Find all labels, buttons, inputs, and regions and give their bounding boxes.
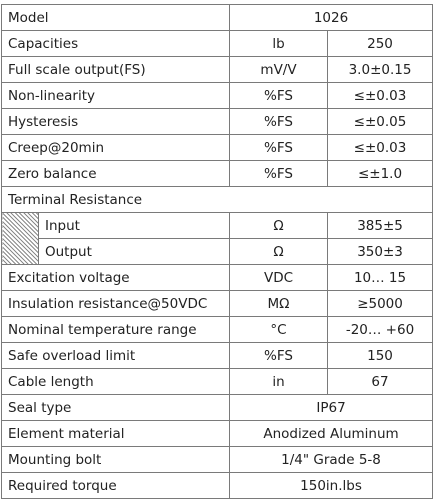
param-label-creep: Creep@20min <box>0 134 231 161</box>
table-row-terminal-resistance: Terminal Resistance <box>0 186 434 213</box>
table-row-safe-overload-limit: Safe overload limit %FS 150 <box>0 342 434 369</box>
param-label-hysteresis: Hysteresis <box>0 108 231 135</box>
table-row-model: Model 1026 <box>0 4 434 31</box>
param-label-model: Model <box>0 4 231 31</box>
value-safe-overload-limit: 150 <box>327 342 434 369</box>
value-cable-length: 67 <box>327 368 434 395</box>
unit-input: Ω <box>229 212 329 239</box>
unit-cable-length: in <box>229 368 329 395</box>
unit-safe-overload-limit: %FS <box>229 342 329 369</box>
unit-creep: %FS <box>229 134 329 161</box>
table-row-hysteresis: Hysteresis %FS ≤±0.05 <box>0 108 434 135</box>
param-label-cable-length: Cable length <box>0 368 231 395</box>
table-row-input: Input Ω 385±5 <box>1 212 434 265</box>
param-label-input: Input <box>37 212 231 239</box>
table-row-cable-length: Cable length in 67 <box>0 368 434 395</box>
value-model: 1026 <box>229 4 434 31</box>
value-element-material: Anodized Aluminum <box>229 420 434 447</box>
table-row-excitation-voltage: Excitation voltage VDC 10… 15 <box>0 264 434 291</box>
indent-hatch <box>1 212 39 265</box>
param-label-mounting-bolt: Mounting bolt <box>0 446 231 473</box>
unit-excitation-voltage: VDC <box>229 264 329 291</box>
table-row-insulation-resistance: Insulation resistance@50VDC MΩ ≥5000 <box>0 290 434 317</box>
value-required-torque: 150in.lbs <box>229 472 434 499</box>
param-label-seal-type: Seal type <box>0 394 231 421</box>
param-label-terminal-resistance: Terminal Resistance <box>0 186 434 213</box>
value-mounting-bolt: 1/4" Grade 5-8 <box>229 446 434 473</box>
unit-output: Ω <box>229 238 329 265</box>
param-label-element-material: Element material <box>0 420 231 447</box>
unit-hysteresis: %FS <box>229 108 329 135</box>
param-label-zero-balance: Zero balance <box>0 160 231 187</box>
table-row-full-scale-output: Full scale output(FS) mV/V 3.0±0.15 <box>0 56 434 83</box>
param-label-output: Output <box>37 238 231 265</box>
unit-capacities: lb <box>229 30 329 57</box>
value-seal-type: IP67 <box>229 394 434 421</box>
value-excitation-voltage: 10… 15 <box>327 264 434 291</box>
table-row-seal-type: Seal type IP67 <box>0 394 434 421</box>
param-label-non-linearity: Non-linearity <box>0 82 231 109</box>
param-label-excitation-voltage: Excitation voltage <box>0 264 231 291</box>
table-row-element-material: Element material Anodized Aluminum <box>0 420 434 447</box>
table-row-zero-balance: Zero balance %FS ≤±1.0 <box>0 160 434 187</box>
param-label-insulation-resistance: Insulation resistance@50VDC <box>0 290 231 317</box>
value-capacities: 250 <box>327 30 434 57</box>
value-creep: ≤±0.03 <box>327 134 434 161</box>
param-label-full-scale-output: Full scale output(FS) <box>0 56 231 83</box>
value-input: 385±5 <box>327 212 434 239</box>
unit-non-linearity: %FS <box>229 82 329 109</box>
unit-full-scale-output: mV/V <box>229 56 329 83</box>
table-row-capacities: Capacities lb 250 <box>0 30 434 57</box>
unit-insulation-resistance: MΩ <box>229 290 329 317</box>
specification-table: Model 1026 Capacities lb 250 Full scale … <box>0 4 434 499</box>
unit-nominal-temperature-range: °C <box>229 316 329 343</box>
value-output: 350±3 <box>327 238 434 265</box>
param-label-required-torque: Required torque <box>0 472 231 499</box>
table-row-required-torque: Required torque 150in.lbs <box>0 472 434 499</box>
param-label-safe-overload-limit: Safe overload limit <box>0 342 231 369</box>
value-insulation-resistance: ≥5000 <box>327 290 434 317</box>
value-zero-balance: ≤±1.0 <box>327 160 434 187</box>
value-nominal-temperature-range: -20… +60 <box>327 316 434 343</box>
param-label-capacities: Capacities <box>0 30 231 57</box>
unit-zero-balance: %FS <box>229 160 329 187</box>
table-row-mounting-bolt: Mounting bolt 1/4" Grade 5-8 <box>0 446 434 473</box>
value-hysteresis: ≤±0.05 <box>327 108 434 135</box>
table-row-creep: Creep@20min %FS ≤±0.03 <box>0 134 434 161</box>
param-label-nominal-temperature-range: Nominal temperature range <box>0 316 231 343</box>
table-row-output: Output Ω 350±3 <box>2 238 434 265</box>
value-non-linearity: ≤±0.03 <box>327 82 434 109</box>
table-row-non-linearity: Non-linearity %FS ≤±0.03 <box>0 82 434 109</box>
table-row-nominal-temperature-range: Nominal temperature range °C -20… +60 <box>0 316 434 343</box>
value-full-scale-output: 3.0±0.15 <box>327 56 434 83</box>
